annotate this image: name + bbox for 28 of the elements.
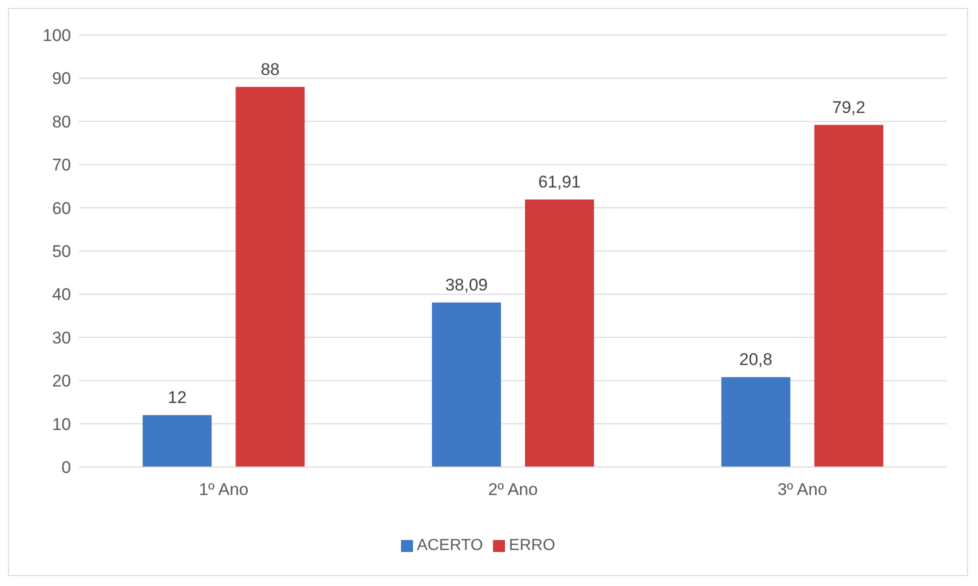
data-label: 20,8 xyxy=(739,350,772,370)
bar xyxy=(236,86,305,467)
bar xyxy=(814,124,884,467)
y-tick-label: 80 xyxy=(52,112,71,132)
y-tick-label: 100 xyxy=(42,26,71,46)
legend-label: ACERTO xyxy=(416,537,483,554)
x-tick-label: 1º Ano xyxy=(198,480,249,500)
bar xyxy=(142,415,212,467)
bar xyxy=(721,377,790,467)
y-tick-label: 90 xyxy=(52,69,71,88)
x-tick-label: 3º Ano xyxy=(777,480,828,500)
x-tick-label: 2º Ano xyxy=(488,480,538,500)
data-label: 61,91 xyxy=(538,172,581,192)
y-tick-label: 70 xyxy=(52,156,71,175)
data-label: 79,2 xyxy=(832,98,866,117)
y-tick-label: 10 xyxy=(52,414,71,434)
bar xyxy=(524,200,594,467)
y-tick-label: 40 xyxy=(52,285,71,304)
data-label: 38,09 xyxy=(445,275,488,294)
y-tick-label: 20 xyxy=(52,372,71,391)
y-tick-label: 60 xyxy=(52,198,71,218)
data-label: 12 xyxy=(168,388,187,408)
data-label: 88 xyxy=(260,60,280,79)
y-tick-label: 0 xyxy=(62,458,71,478)
legend-label: ERRO xyxy=(508,537,556,554)
bar xyxy=(432,302,501,467)
y-tick-label: 30 xyxy=(52,328,71,348)
y-tick-label: 50 xyxy=(52,242,71,262)
